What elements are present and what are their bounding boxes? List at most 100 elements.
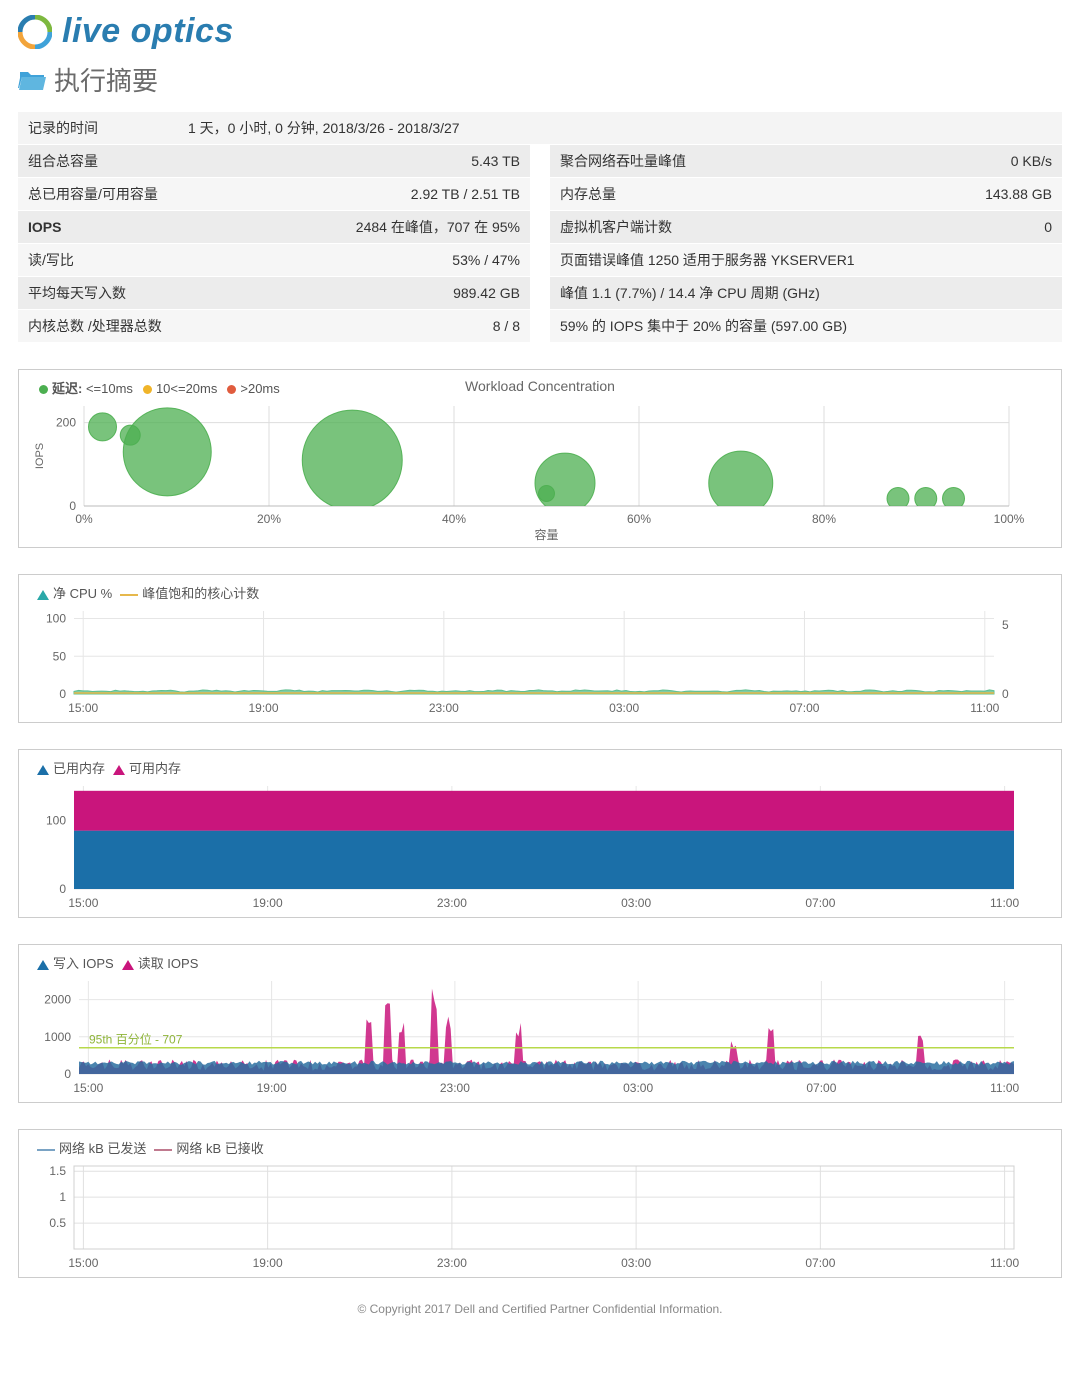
summary-row: 59% 的 IOPS 集中于 20% 的容量 (597.00 GB) [550,310,1062,343]
svg-text:50: 50 [53,649,67,663]
brand-logo: live optics [18,12,1062,51]
svg-text:19:00: 19:00 [253,896,283,910]
svg-text:23:00: 23:00 [440,1081,470,1095]
svg-text:100%: 100% [994,512,1025,526]
summary-row: 虚拟机客户端计数 0 [550,211,1062,244]
svg-text:40%: 40% [442,512,466,526]
summary-value: 0 [1044,219,1052,235]
summary-label: 平均每天写入数 [28,283,126,303]
svg-text:1000: 1000 [44,1030,71,1044]
memory-chart: 已用内存可用内存 010015:0019:0023:0003:0007:0011… [18,749,1062,918]
svg-text:0: 0 [69,499,76,513]
svg-text:07:00: 07:00 [805,1256,835,1270]
summary-row: 页面错误峰值 1250 适用于服务器 YKSERVER1 [550,244,1062,277]
summary-value: 8 / 8 [493,318,520,334]
cpu-legend: 净 CPU %峰值饱和的核心计数 [29,583,1051,602]
workload-chart: Workload Concentration 延迟: <=10ms10<=20m… [18,369,1062,548]
summary-value: 2.92 TB / 2.51 TB [411,186,520,202]
legend-item: 读取 IOPS [114,956,199,971]
svg-text:11:00: 11:00 [990,1256,1019,1270]
svg-text:0: 0 [1002,687,1009,701]
svg-text:5: 5 [1002,618,1009,632]
svg-text:19:00: 19:00 [257,1081,287,1095]
svg-text:03:00: 03:00 [609,701,639,715]
svg-text:15:00: 15:00 [73,1081,103,1095]
summary-label: 虚拟机客户端计数 [560,217,672,237]
cpu-svg: 0501000515:0019:0023:0003:0007:0011:00 [29,606,1029,716]
svg-text:100: 100 [46,612,66,626]
svg-text:19:00: 19:00 [249,701,279,715]
summary-value: 2484 在峰值，707 在 95% [356,217,520,237]
summary-row: 聚合网络吞吐量峰值0 KB/s [550,145,1062,178]
legend-item: 网络 kB 已发送 [29,1141,146,1156]
iops-svg: 01000200015:0019:0023:0003:0007:0011:009… [29,976,1029,1096]
svg-text:19:00: 19:00 [253,1256,283,1270]
summary-value: 53% / 47% [452,252,520,268]
iops-chart: 写入 IOPS读取 IOPS 0 1000 2000 15:00 19:00 23:00 0… [18,944,1062,1103]
summary-label: 内存总量 [560,184,616,204]
svg-text:0: 0 [64,1067,71,1081]
svg-text:IOPS: IOPS [34,443,46,469]
folder-icon [18,68,46,92]
svg-text:11:00: 11:00 [990,1081,1019,1095]
network-svg: 0.511.515:0019:0023:0003:0007:0011:00 [29,1161,1029,1271]
legend-item: <=10ms [82,381,133,396]
svg-text:23:00: 23:00 [437,896,467,910]
svg-text:1.5: 1.5 [49,1164,66,1178]
legend-item: 写入 IOPS [29,956,114,971]
summary-label: 内核总数 /处理器总数 [28,316,162,336]
svg-text:80%: 80% [812,512,836,526]
summary-row: 组合总容量 5.43 TB [18,145,530,178]
svg-text:200: 200 [56,416,76,430]
summary-row: 总已用容量/可用容量 2.92 TB / 2.51 TB [18,178,530,211]
svg-text:23:00: 23:00 [429,701,459,715]
summary-row: 平均每天写入数 989.42 GB [18,277,530,310]
svg-text:07:00: 07:00 [789,701,819,715]
page-header: 执行摘要 [18,61,1062,98]
svg-text:23:00: 23:00 [437,1256,467,1270]
svg-text:0: 0 [59,687,66,701]
svg-text:11:00: 11:00 [990,896,1019,910]
summary-value: 1 天，0 小时, 0 分钟, 2018/3/26 - 2018/3/27 [98,118,1052,138]
footer-text: © Copyright 2017 Dell and Certified Part… [18,1302,1062,1316]
summary-label: 组合总容量 [28,151,98,171]
summary-label: 总已用容量/可用容量 [28,184,158,204]
svg-text:15:00: 15:00 [68,701,98,715]
svg-text:15:00: 15:00 [68,896,98,910]
summary-value: 5.43 TB [471,153,520,169]
svg-text:07:00: 07:00 [805,896,835,910]
svg-text:0.5: 0.5 [49,1216,66,1230]
network-legend: 网络 kB 已发送网络 kB 已接收 [29,1138,1051,1157]
summary-label: 页面错误峰值 1250 适用于服务器 YKSERVER1 [560,250,855,270]
summary-row: 内存总量143.88 GB [550,178,1062,211]
workload-svg: 0 200 0% 20% 40% 60% 80% 100% IOPS 容量 [29,401,1029,541]
svg-text:03:00: 03:00 [621,1256,651,1270]
brand-name: live optics [62,12,234,51]
svg-text:容量: 容量 [534,527,558,541]
legend-item: 网络 kB 已接收 [146,1141,263,1156]
legend-item: >20ms [217,381,279,396]
summary-row-recorded: 记录的时间 1 天，0 小时, 0 分钟, 2018/3/26 - 2018/3… [18,112,1062,145]
svg-text:03:00: 03:00 [623,1081,653,1095]
page-title: 执行摘要 [54,61,158,98]
summary-label: 峰值 1.1 (7.7%) / 14.4 净 CPU 周期 (GHz) [560,283,820,303]
summary-value: 989.42 GB [453,285,520,301]
summary-row: IOPS2484 在峰值，707 在 95% [18,211,530,244]
svg-text:15:00: 15:00 [68,1256,98,1270]
svg-text:2000: 2000 [44,993,71,1007]
iops-legend: 写入 IOPS读取 IOPS [29,953,1051,972]
workload-chart-title: Workload Concentration [465,378,615,394]
summary-row: 峰值 1.1 (7.7%) / 14.4 净 CPU 周期 (GHz) [550,277,1062,310]
svg-text:95th 百分位 - 707: 95th 百分位 - 707 [89,1032,183,1047]
svg-text:0: 0 [59,882,66,896]
memory-svg: 010015:0019:0023:0003:0007:0011:00 [29,781,1029,911]
svg-text:0%: 0% [75,512,93,526]
svg-text:20%: 20% [257,512,281,526]
summary-label: 59% 的 IOPS 集中于 20% 的容量 (597.00 GB) [560,316,847,336]
summary-row: 内核总数 /处理器总数 8 / 8 [18,310,530,343]
summary-value: 0 KB/s [1011,153,1052,169]
svg-text:60%: 60% [627,512,651,526]
summary-table: 记录的时间 1 天，0 小时, 0 分钟, 2018/3/26 - 2018/3… [18,112,1062,343]
legend-item: 净 CPU % [29,586,112,601]
svg-text:100: 100 [46,813,66,827]
